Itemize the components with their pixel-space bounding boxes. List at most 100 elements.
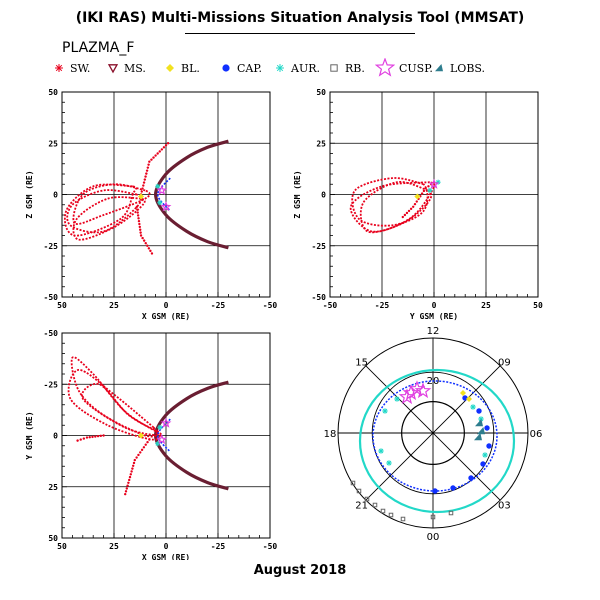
region-marker [160, 201, 172, 212]
lobe-points [474, 419, 485, 441]
orbit-point [129, 473, 132, 476]
orbit-point [413, 202, 417, 206]
orbit-point [160, 148, 164, 151]
orbit-point [85, 436, 89, 439]
orbit-point [131, 467, 134, 470]
near-earth-markers [414, 178, 441, 200]
orbit-point [144, 241, 147, 245]
orbit-point [144, 175, 147, 178]
orbit-loop [70, 356, 158, 438]
orbit-point [94, 435, 97, 438]
legend-marker-icon [55, 64, 63, 72]
orbit-point [422, 189, 426, 193]
orbit-point [141, 187, 144, 190]
orbit-loop [72, 183, 151, 225]
x-tick-label: 50 [57, 542, 67, 551]
orbit-loop [351, 177, 429, 227]
y-tick-label: 0 [53, 191, 58, 200]
cusp-point [402, 384, 420, 401]
orbit-point [152, 156, 155, 159]
cap-point [432, 488, 438, 494]
orbit-point [150, 158, 153, 161]
orbit-point [135, 456, 138, 459]
cusp-point [398, 388, 416, 405]
region-marker [138, 193, 145, 200]
orbit-point [133, 458, 136, 462]
region-marker [156, 184, 168, 195]
x-tick-label: 25 [481, 301, 491, 310]
orbit-point [139, 228, 142, 231]
orbit-point [145, 169, 149, 172]
orbit-loop [72, 196, 146, 241]
program-label: PLAZMA_F [62, 40, 135, 56]
lobe-point [477, 427, 485, 435]
orbit-point [146, 244, 149, 247]
rb-point [430, 514, 436, 520]
rb-point [350, 480, 356, 486]
orbit-point [156, 152, 159, 155]
magnetopause-curve [156, 177, 171, 212]
cap-point [476, 408, 482, 414]
y-tick-label: 50 [316, 88, 326, 97]
bl-point [460, 390, 466, 396]
orbit-point [141, 236, 144, 240]
lobe-point [474, 433, 482, 441]
orbit-point [132, 464, 135, 467]
region-marker [157, 200, 163, 206]
y-axis-label: Z GSM (RE) [293, 170, 302, 218]
orbit-point [99, 434, 103, 438]
orbit-point [424, 187, 427, 190]
legend-item-cusp: CUSP. [375, 58, 433, 78]
x-tick-label: -50 [323, 301, 338, 310]
x-tick-label: -25 [211, 542, 226, 551]
orbit-point [158, 150, 161, 153]
orbit-point [128, 478, 131, 482]
orbit-point [96, 434, 100, 438]
y-tick-label: -25 [312, 242, 327, 251]
aurora-point [482, 452, 488, 458]
orbit-point [427, 185, 430, 188]
orbit-point [142, 184, 145, 187]
panel-plot [349, 177, 441, 234]
orbit-point [76, 439, 79, 442]
mlt-label: 15 [355, 358, 368, 369]
y-tick-label: 0 [53, 432, 58, 441]
aurora-point [382, 408, 388, 414]
orbit-point [420, 192, 424, 195]
x-tick-label: -25 [211, 301, 226, 310]
orbit-point [409, 207, 413, 211]
y-tick-label: 50 [48, 534, 58, 543]
y-tick-label: 25 [316, 139, 326, 148]
mlt-label: 00 [427, 532, 440, 543]
region-marker [427, 187, 433, 193]
legend-item-aur: AUR. [273, 58, 320, 78]
y-axis-label: Z GSM (RE) [25, 170, 34, 218]
orbit-point [136, 211, 139, 214]
rb-point [400, 516, 406, 522]
region-marker [428, 178, 440, 189]
legend-marker-icon [435, 64, 443, 72]
aurora-point [378, 448, 384, 454]
mlt-label: 09 [498, 358, 511, 369]
cap-point [468, 475, 474, 481]
y-tick-label: 25 [48, 139, 58, 148]
orbit-loop [81, 382, 163, 437]
orbit-point [166, 142, 170, 145]
legend-marker-icon [330, 64, 338, 72]
orbit-point [139, 234, 143, 237]
orbit-point [140, 448, 144, 452]
aurora-point [386, 460, 392, 466]
mlt-line [365, 365, 501, 501]
orbit-point [150, 252, 154, 255]
orbit-loop [63, 183, 138, 237]
legend-marker-icon [107, 64, 119, 74]
legend-item-cap: CAP. [219, 58, 262, 78]
lobe-point [475, 419, 483, 427]
legend-label: MS. [124, 61, 146, 75]
orbit-point [136, 208, 139, 211]
bl-points [460, 390, 472, 402]
orbit-point [132, 461, 136, 465]
mlt-label: 18 [324, 429, 337, 440]
legend-label: LOBS. [450, 61, 486, 75]
